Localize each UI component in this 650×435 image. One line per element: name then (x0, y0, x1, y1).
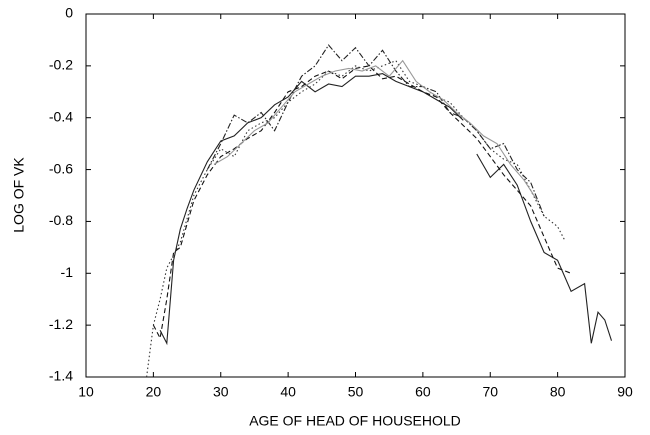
y-tick-label: -0.2 (49, 57, 73, 73)
x-tick-label: 90 (617, 384, 633, 400)
y-tick-label: -1 (61, 264, 74, 280)
y-tick-label: -0.8 (49, 212, 73, 228)
x-tick-label: 40 (280, 384, 296, 400)
x-tick-label: 20 (146, 384, 162, 400)
y-tick-label: -1.4 (49, 368, 73, 384)
series-line (206, 44, 545, 217)
series-line (152, 65, 572, 340)
series-line (213, 59, 538, 201)
y-axis-label: LOG OF VK (11, 157, 27, 233)
y-tick-label: 0 (65, 5, 73, 21)
x-tick-label: 80 (550, 384, 566, 400)
series-line (159, 73, 613, 346)
x-tick-label: 60 (415, 384, 431, 400)
x-tick-label: 70 (482, 384, 498, 400)
series-line (146, 60, 565, 378)
y-tick-label: -1.2 (49, 316, 73, 332)
x-tick-label: 50 (348, 384, 364, 400)
x-tick-label: 30 (213, 384, 229, 400)
y-tick-label: -0.6 (49, 160, 73, 176)
y-tick-label: -0.4 (49, 108, 73, 124)
x-axis-label: AGE OF HEAD OF HOUSEHOLD (249, 413, 461, 429)
x-tick-label: 10 (78, 384, 94, 400)
